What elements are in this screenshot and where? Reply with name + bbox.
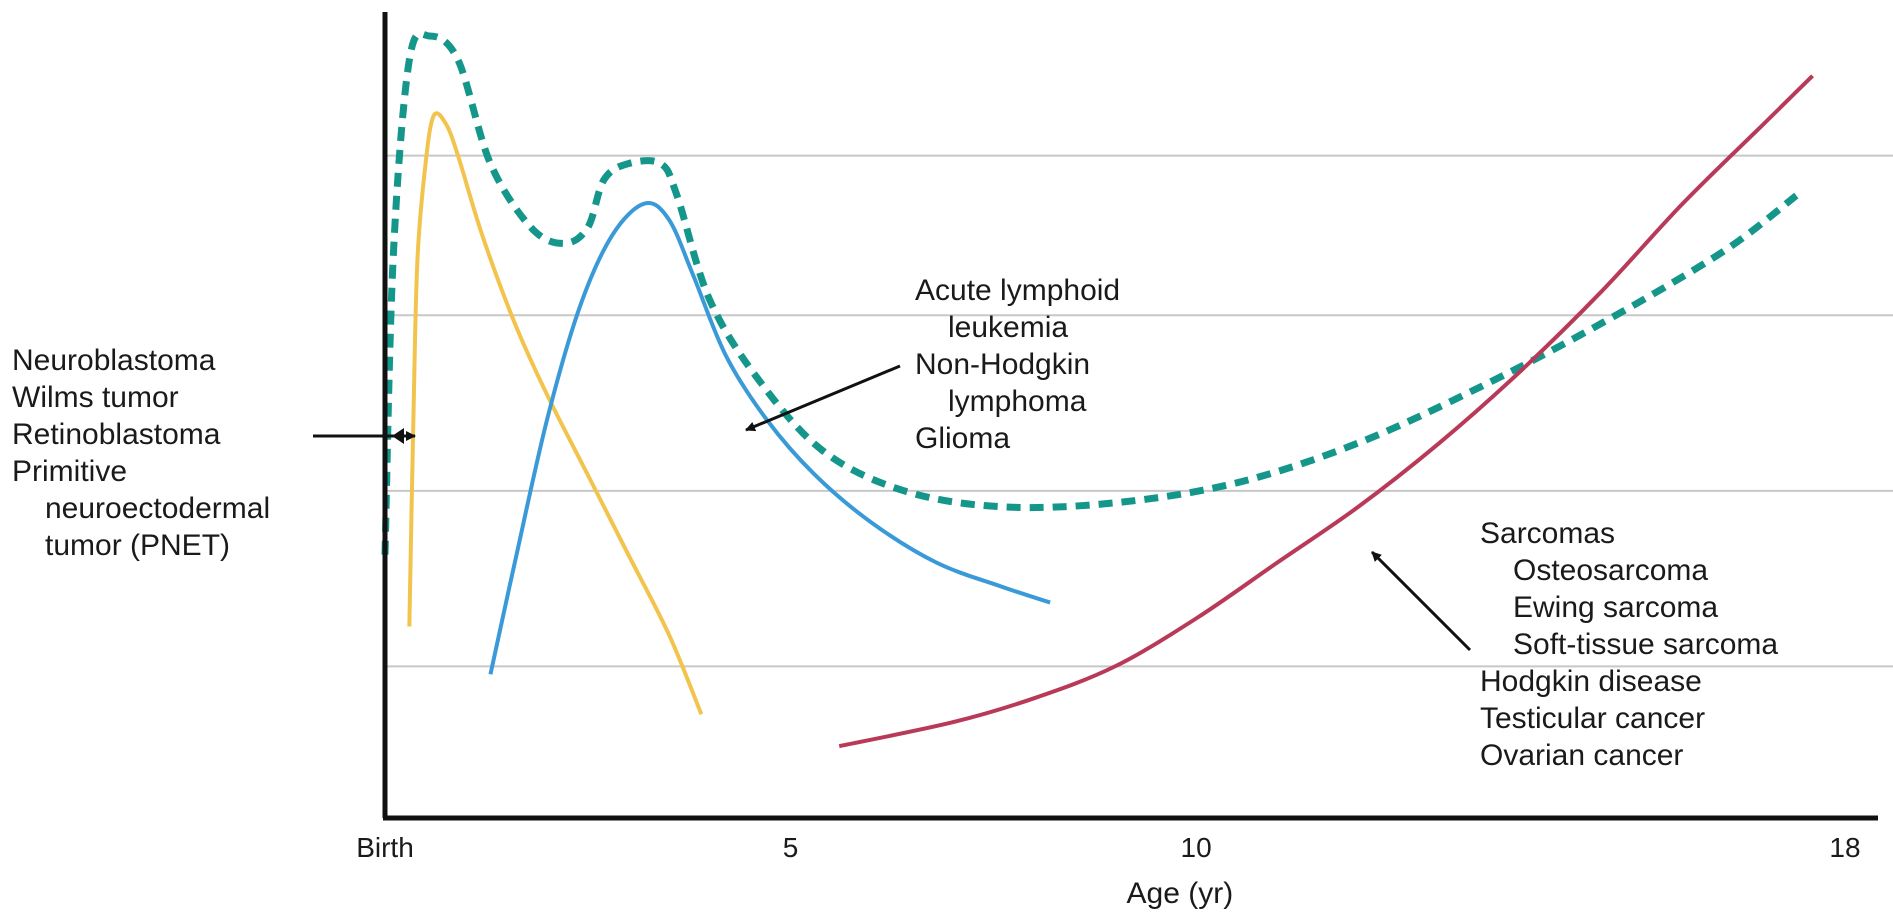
annotation-adolescent: Sarcomas Osteosarcoma Ewing sarcoma Soft-ti… [1480, 517, 1778, 772]
axes [382, 12, 1878, 821]
series-line-adolescent [838, 74, 1814, 749]
annotation-line: neuroectodermal [45, 492, 270, 525]
annotation-line: Ewing sarcoma [1513, 591, 1718, 624]
annotation-line: tumor (PNET) [45, 529, 230, 562]
x-tick-label-3: 18 [1829, 832, 1860, 863]
series-line-leukemia [488, 200, 1051, 675]
annotation-line: lymphoma [948, 385, 1087, 418]
series-line-total [381, 30, 1799, 555]
annotation-arrow-1 [745, 364, 901, 432]
series-line-embryonal [407, 111, 704, 716]
x-tick-label-1: 5 [783, 832, 799, 863]
x-tick-labels: Birth 5 10 18 [356, 832, 1860, 863]
gridlines [385, 154, 1893, 668]
arrows [313, 364, 1472, 652]
annotation-line: Osteosarcoma [1513, 554, 1708, 587]
annotation-arrow-tip [392, 428, 404, 444]
x-tick-label-0: Birth [356, 832, 414, 863]
annotation-line: Retinoblastoma [12, 418, 221, 451]
annotation-line: Ovarian cancer [1480, 739, 1683, 772]
annotation-line: Testicular cancer [1480, 702, 1705, 735]
annotation-line: Sarcomas [1480, 517, 1615, 550]
x-axis-label: Age (yr) [1127, 877, 1234, 910]
annotation-line: leukemia [948, 311, 1068, 344]
annotation-line: Wilms tumor [12, 381, 179, 414]
series-layer [381, 30, 1814, 749]
annotation-leukemia: Acute lymphoid leukemia Non-Hodgkin lymphom… [915, 274, 1120, 455]
x-tick-label-2: 10 [1181, 832, 1212, 863]
annotation-arrow-2 [1370, 550, 1472, 652]
annotation-embryonal: Neuroblastoma Wilms tumor Retinoblastoma Pr… [12, 344, 270, 562]
annotation-line: Soft-tissue sarcoma [1513, 628, 1778, 661]
annotations: Neuroblastoma Wilms tumor Retinoblastoma Pr… [12, 274, 1778, 772]
annotation-line: Neuroblastoma [12, 344, 216, 377]
annotation-line: Glioma [915, 422, 1010, 455]
annotation-line: Hodgkin disease [1480, 665, 1702, 698]
annotation-line: Primitive [12, 455, 127, 488]
annotation-line: Acute lymphoid [915, 274, 1120, 307]
annotation-line: Non-Hodgkin [915, 348, 1090, 381]
